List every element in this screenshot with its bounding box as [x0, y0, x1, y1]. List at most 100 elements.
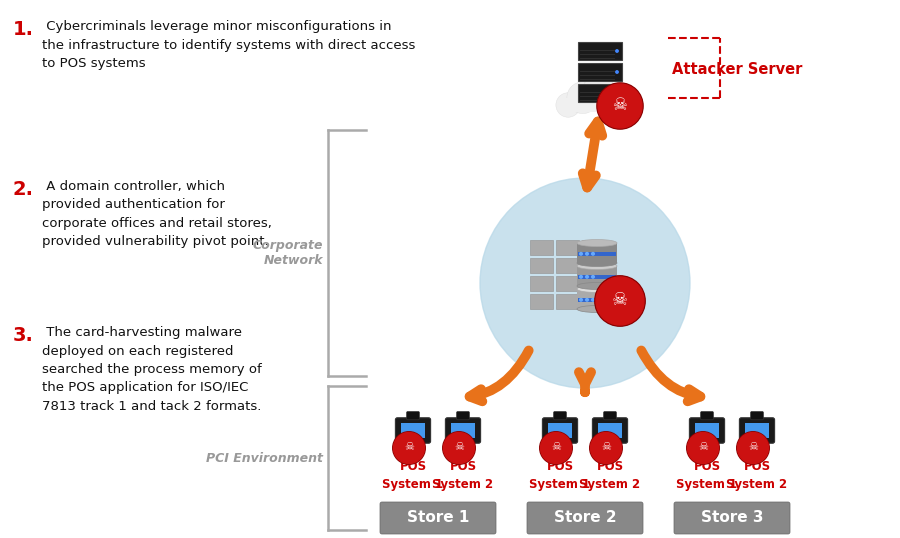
Circle shape	[444, 433, 474, 464]
FancyBboxPatch shape	[592, 418, 627, 443]
Circle shape	[597, 83, 644, 129]
Circle shape	[688, 433, 718, 464]
Circle shape	[737, 433, 769, 464]
Bar	[695, 422, 719, 438]
Text: ☠: ☠	[612, 291, 628, 309]
Circle shape	[616, 50, 618, 52]
Bar	[598, 422, 622, 438]
Bar	[755, 441, 759, 447]
Ellipse shape	[577, 259, 617, 266]
Bar	[578, 252, 616, 256]
Ellipse shape	[577, 263, 617, 270]
Circle shape	[591, 299, 594, 301]
Text: 3.: 3.	[13, 326, 34, 345]
FancyBboxPatch shape	[599, 445, 621, 451]
FancyBboxPatch shape	[402, 445, 424, 451]
Circle shape	[443, 431, 475, 464]
Text: System 2: System 2	[726, 478, 788, 491]
Text: POS: POS	[546, 460, 573, 473]
Text: System 1: System 1	[677, 478, 738, 491]
Bar	[529, 277, 553, 292]
Bar	[577, 243, 617, 263]
Circle shape	[567, 82, 598, 114]
Circle shape	[580, 299, 582, 301]
Text: System 2: System 2	[432, 478, 493, 491]
FancyBboxPatch shape	[380, 502, 496, 534]
Circle shape	[580, 275, 582, 278]
FancyBboxPatch shape	[689, 418, 724, 443]
Bar	[581, 294, 605, 309]
FancyBboxPatch shape	[740, 418, 775, 443]
Bar	[555, 240, 579, 256]
Text: The card-harvesting malware
deployed on each registered
searched the process mem: The card-harvesting malware deployed on …	[42, 326, 262, 413]
Text: POS: POS	[693, 460, 721, 473]
Text: ☠: ☠	[601, 442, 611, 452]
Circle shape	[615, 96, 636, 118]
FancyBboxPatch shape	[549, 445, 571, 451]
FancyBboxPatch shape	[456, 412, 470, 420]
Bar	[558, 441, 562, 447]
FancyBboxPatch shape	[395, 418, 430, 443]
Bar	[555, 258, 579, 273]
FancyBboxPatch shape	[543, 418, 578, 443]
Text: POS: POS	[449, 460, 477, 473]
Text: ☠: ☠	[698, 442, 708, 452]
Bar	[548, 422, 572, 438]
Bar	[578, 274, 616, 279]
Text: ☠: ☠	[613, 96, 627, 114]
Text: 2.: 2.	[13, 180, 34, 199]
Bar	[555, 277, 579, 292]
Text: Store 2: Store 2	[554, 511, 616, 526]
Bar	[411, 441, 415, 447]
Circle shape	[590, 433, 622, 464]
Circle shape	[687, 431, 719, 464]
Circle shape	[393, 433, 425, 464]
Circle shape	[480, 178, 690, 388]
Bar	[400, 422, 425, 438]
Circle shape	[616, 71, 618, 73]
Circle shape	[591, 275, 594, 278]
FancyArrowPatch shape	[579, 372, 591, 392]
Bar	[561, 98, 629, 112]
Text: A domain controller, which
provided authentication for
corporate offices and ret: A domain controller, which provided auth…	[42, 180, 272, 249]
Circle shape	[541, 433, 572, 464]
Circle shape	[595, 276, 645, 326]
Circle shape	[586, 299, 589, 301]
FancyBboxPatch shape	[578, 84, 622, 102]
Ellipse shape	[577, 306, 617, 313]
Bar	[705, 441, 709, 447]
Text: 1.: 1.	[13, 20, 34, 39]
Text: ☠: ☠	[748, 442, 758, 452]
Text: ☠: ☠	[404, 442, 414, 452]
Circle shape	[586, 252, 589, 255]
Ellipse shape	[577, 282, 617, 289]
Text: Attacker Server: Attacker Server	[672, 62, 803, 77]
FancyBboxPatch shape	[527, 502, 643, 534]
Text: Cybercriminals leverage minor misconfigurations in
the infrastructure to identif: Cybercriminals leverage minor misconfigu…	[42, 20, 416, 70]
Bar	[577, 266, 617, 286]
Ellipse shape	[577, 286, 617, 293]
Circle shape	[616, 92, 618, 94]
FancyBboxPatch shape	[554, 412, 566, 420]
Circle shape	[598, 84, 642, 128]
Bar	[581, 258, 605, 273]
FancyBboxPatch shape	[578, 63, 622, 81]
Circle shape	[586, 275, 589, 278]
FancyArrowPatch shape	[642, 350, 700, 401]
FancyBboxPatch shape	[407, 412, 419, 420]
Bar	[577, 289, 617, 309]
Circle shape	[581, 76, 616, 110]
Circle shape	[590, 431, 622, 464]
Bar	[529, 258, 553, 273]
Text: ☠: ☠	[551, 442, 561, 452]
FancyArrowPatch shape	[470, 350, 528, 401]
Text: System 2: System 2	[580, 478, 641, 491]
Text: Store 3: Store 3	[701, 511, 763, 526]
Circle shape	[601, 87, 628, 114]
FancyBboxPatch shape	[697, 445, 718, 451]
Circle shape	[556, 93, 581, 117]
Text: POS: POS	[400, 460, 427, 473]
Bar	[555, 294, 579, 309]
FancyBboxPatch shape	[674, 502, 790, 534]
Circle shape	[596, 277, 644, 325]
